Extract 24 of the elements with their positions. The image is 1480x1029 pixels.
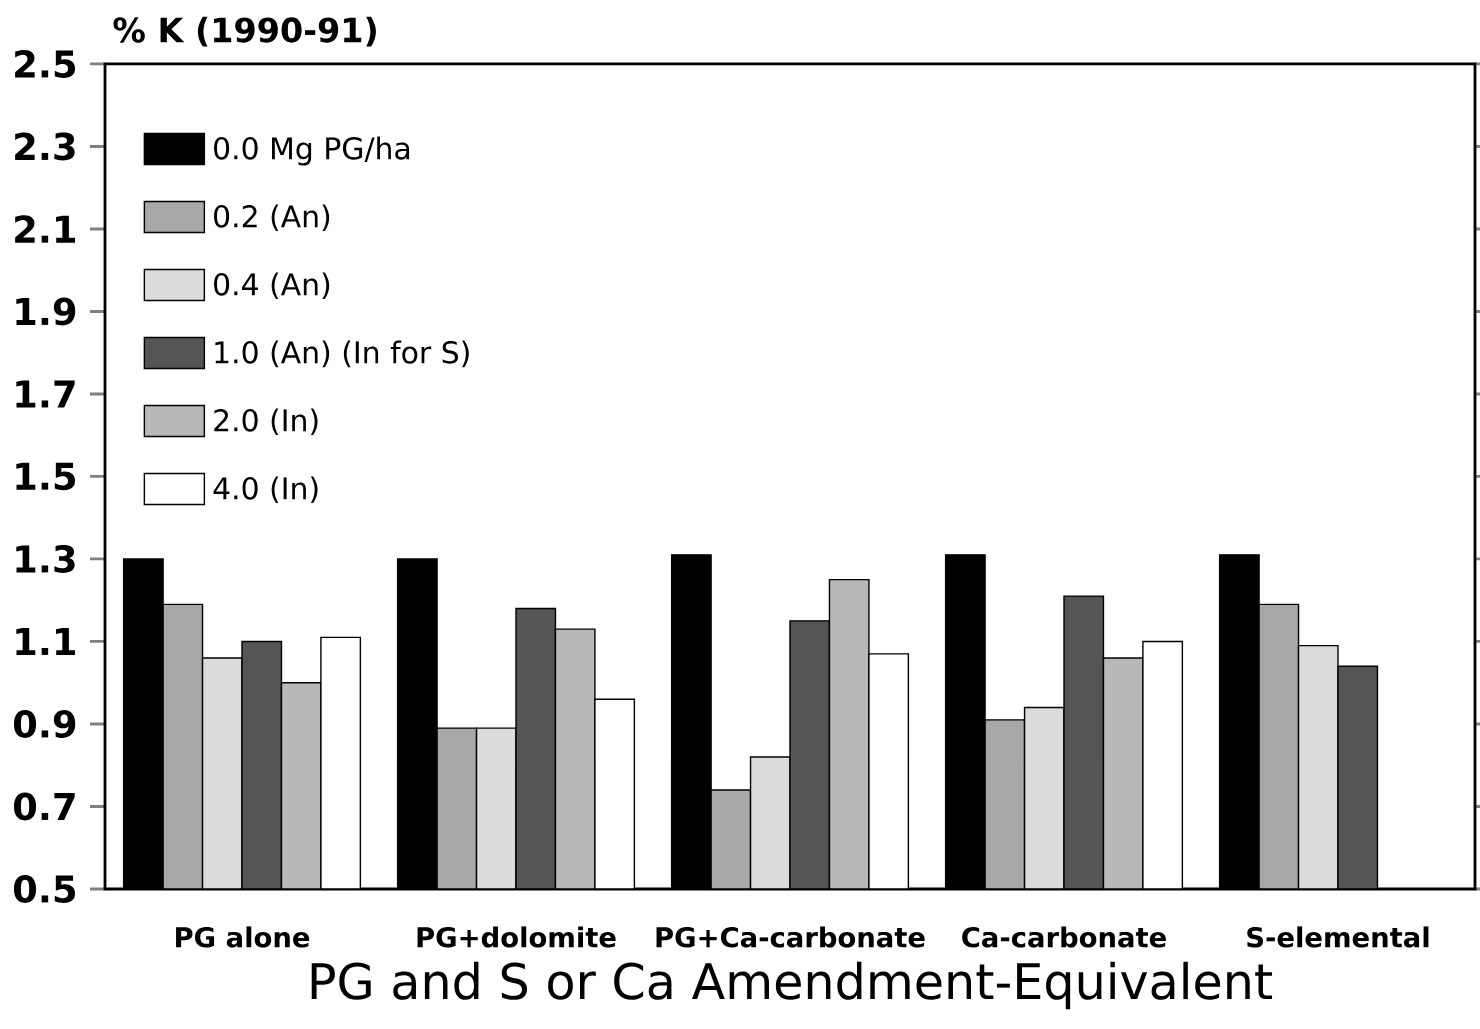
legend-label: 1.0 (An) (In for S) [215, 340, 469, 368]
y-tick-label: 1.7 [16, 380, 75, 408]
x-axis-title: PG and S or Ca Amendment-Equivalent [311, 961, 1273, 1010]
y-tick-label: 0.7 [13, 792, 75, 821]
y-tick-label: 2.3 [15, 132, 75, 161]
legend-label: 2.0 (In) [214, 408, 318, 436]
y-tick-label: 1.1 [16, 628, 76, 655]
legend-label: 0.2 (An) [214, 204, 330, 232]
y-tick-label: 0.5 [13, 875, 76, 903]
y-tick-label: 1.3 [16, 545, 75, 573]
y-axis-title: % K (1990-91) [113, 16, 376, 47]
x-tick-label: PG alone [176, 926, 310, 948]
x-tick-label: Ca-carbonate [962, 926, 1166, 948]
y-tick-label: 2.5 [15, 50, 76, 78]
legend-label: 0.0 Mg PG/ha [214, 136, 410, 166]
legend-label: 0.4 (An) [214, 272, 330, 300]
y-tick-label: 2.1 [15, 215, 76, 243]
y-tick-label: 1.5 [16, 462, 76, 491]
x-tick-label: S-elemental [1247, 926, 1429, 948]
x-tick-label: PG+dolomite [417, 926, 616, 948]
x-tick-label: PG+Ca-carbonate [656, 926, 925, 948]
legend-label: 4.0 (In) [213, 476, 318, 504]
y-tick-label: 1.9 [16, 297, 76, 326]
y-tick-label: 0.9 [13, 710, 76, 738]
